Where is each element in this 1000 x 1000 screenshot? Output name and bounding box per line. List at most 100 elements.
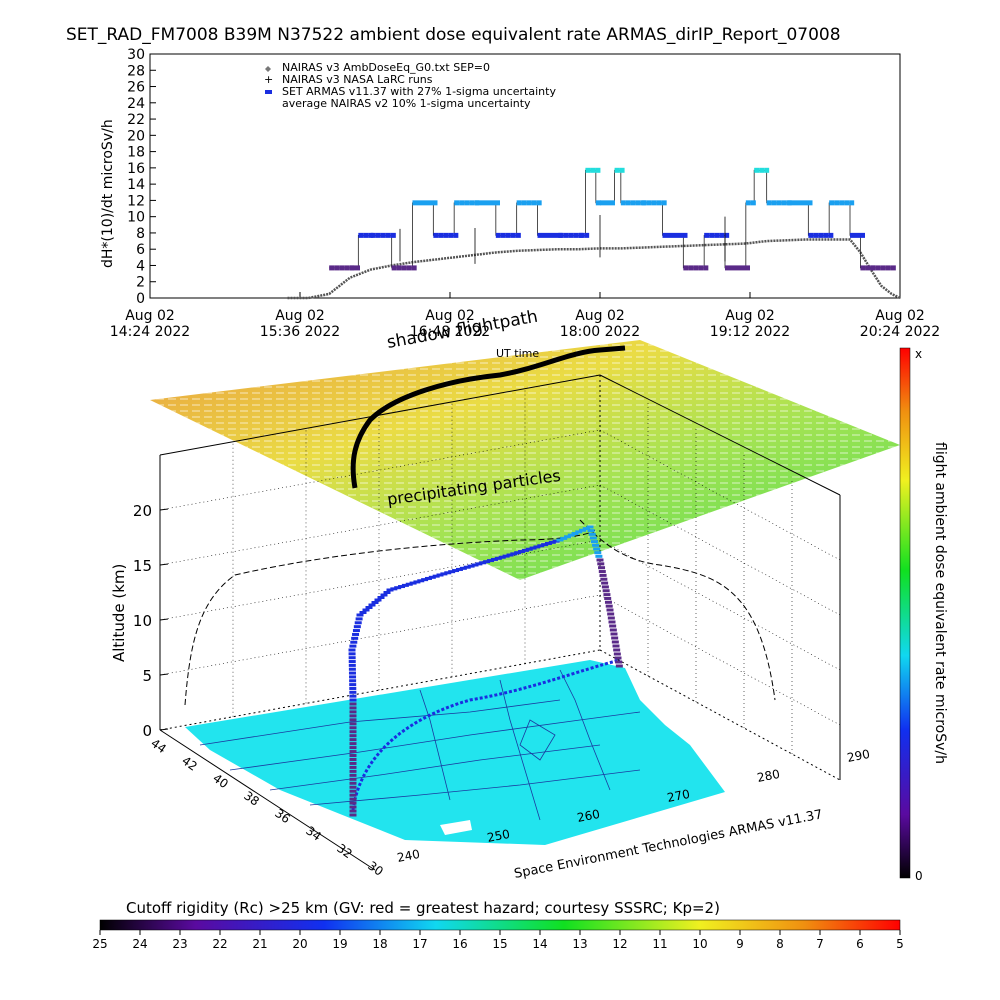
armas-point bbox=[714, 232, 720, 238]
flight-path-point bbox=[390, 587, 398, 591]
x-tick-date: Aug 02 bbox=[875, 308, 925, 324]
armas-point bbox=[719, 232, 725, 238]
longitude-tick-label: 240 bbox=[396, 847, 421, 865]
hbar-tick-label: 6 bbox=[856, 937, 864, 951]
gridline bbox=[159, 429, 601, 511]
armas-point bbox=[682, 232, 688, 238]
flight-path-point bbox=[351, 636, 359, 640]
gridline bbox=[159, 594, 601, 676]
flight-path-point bbox=[421, 578, 429, 582]
hbar-tick-label: 16 bbox=[452, 937, 467, 951]
flight-path-point bbox=[349, 809, 357, 813]
armas-point bbox=[735, 265, 740, 271]
x-tick-date: Aug 02 bbox=[725, 308, 775, 324]
armas-point bbox=[350, 265, 355, 271]
armas-point bbox=[885, 265, 891, 271]
armas-point bbox=[363, 232, 369, 238]
hbar-tick-label: 23 bbox=[172, 937, 187, 951]
flight-path-point bbox=[615, 660, 623, 664]
armas-point bbox=[590, 167, 596, 173]
flight-path-point bbox=[349, 761, 357, 765]
armas-point bbox=[781, 200, 787, 206]
armas-point bbox=[849, 200, 855, 206]
flight-path-point bbox=[593, 547, 601, 551]
armas-point bbox=[662, 232, 668, 238]
flight-path-point bbox=[380, 593, 388, 597]
flight-path-point bbox=[349, 730, 357, 734]
hbar-tick-label: 5 bbox=[896, 937, 904, 951]
flight-path-point bbox=[359, 611, 367, 614]
flight-path-point bbox=[541, 543, 549, 547]
armas-point bbox=[818, 232, 824, 238]
hbar-tick-label: 25 bbox=[92, 937, 107, 951]
flight-path bbox=[348, 525, 623, 817]
vertical-colorbar-label: flight ambient dose equivalent rate micr… bbox=[932, 442, 948, 764]
armas-point bbox=[537, 232, 543, 238]
flight-path-point bbox=[350, 640, 358, 644]
flight-path-point bbox=[595, 554, 603, 558]
flight-path-point bbox=[386, 588, 394, 592]
flight-path-point bbox=[518, 550, 526, 554]
flight-path-point bbox=[596, 558, 604, 562]
hbar-tick-label: 15 bbox=[492, 937, 507, 951]
flight-path-point bbox=[601, 585, 609, 589]
armas-point bbox=[427, 200, 433, 206]
armas-point bbox=[797, 200, 803, 206]
flight-path-point bbox=[564, 535, 571, 539]
y-tick-label: 6 bbox=[136, 242, 145, 258]
flight-path-point bbox=[599, 573, 607, 577]
flight-path-point bbox=[607, 616, 615, 620]
flight-path-point bbox=[588, 532, 596, 536]
flight-path-point bbox=[571, 532, 579, 535]
flight-path-point bbox=[498, 555, 506, 559]
longitude-tick-label: 280 bbox=[756, 767, 781, 785]
legend: NAIRAS v3 AmbDoseEq_G0.txt SEP=0 + NAIRA… bbox=[264, 61, 556, 110]
flight-path-point bbox=[349, 793, 357, 797]
flight-path-point bbox=[353, 625, 361, 629]
altitude-tick-mark bbox=[159, 508, 169, 511]
armas-point bbox=[807, 200, 813, 206]
armas-point bbox=[693, 265, 699, 271]
flight-path-point bbox=[514, 551, 522, 555]
flight-path-point bbox=[349, 710, 357, 714]
armas-point bbox=[792, 200, 798, 206]
armas-point bbox=[490, 200, 495, 206]
y-tick-label: 18 bbox=[127, 145, 145, 161]
hbar-tick-label: 19 bbox=[332, 937, 347, 951]
flight-path-point bbox=[349, 734, 357, 738]
flight-path-point bbox=[494, 556, 502, 560]
flight-path-point bbox=[544, 541, 552, 545]
hbar-tick-label: 7 bbox=[816, 937, 824, 951]
y-tick-label: 22 bbox=[127, 112, 145, 128]
flight-path-point bbox=[600, 577, 608, 581]
armas-point bbox=[585, 167, 591, 173]
flight-path-point bbox=[608, 620, 616, 624]
armas-point bbox=[834, 200, 840, 206]
vertical-colorbar-bottom-tick: 0 bbox=[915, 869, 923, 883]
armas-point bbox=[412, 200, 418, 206]
x-tick-time: 18:00 2022 bbox=[560, 324, 640, 340]
armas-point bbox=[568, 232, 574, 238]
legend-symbol-plus: + bbox=[264, 73, 273, 86]
flight-path-point bbox=[349, 750, 357, 754]
armas-point bbox=[844, 200, 850, 206]
armas-point bbox=[563, 232, 569, 238]
armas-point bbox=[448, 232, 454, 238]
armas-point bbox=[417, 200, 423, 206]
flight-path-point bbox=[371, 601, 379, 604]
flight-path-point bbox=[348, 652, 356, 656]
armas-point bbox=[334, 265, 340, 271]
horizontal-colorbar-ticks: 25 24 23 22 21 20 19 18 17 16 15 14 13 12 11 10 9 8 7 6 5 bbox=[92, 930, 904, 951]
flight-path-point bbox=[349, 686, 357, 690]
flight-path-point bbox=[597, 562, 605, 566]
flight-path-point bbox=[483, 560, 491, 564]
flight-path-point bbox=[374, 598, 382, 602]
gridline bbox=[599, 484, 841, 616]
armas-point bbox=[358, 232, 364, 238]
flight-path-point bbox=[552, 539, 560, 543]
altitude-tick-mark bbox=[159, 618, 169, 621]
flight-path-point bbox=[368, 603, 376, 607]
time-series-frame bbox=[149, 53, 901, 299]
armas-point bbox=[740, 265, 745, 271]
